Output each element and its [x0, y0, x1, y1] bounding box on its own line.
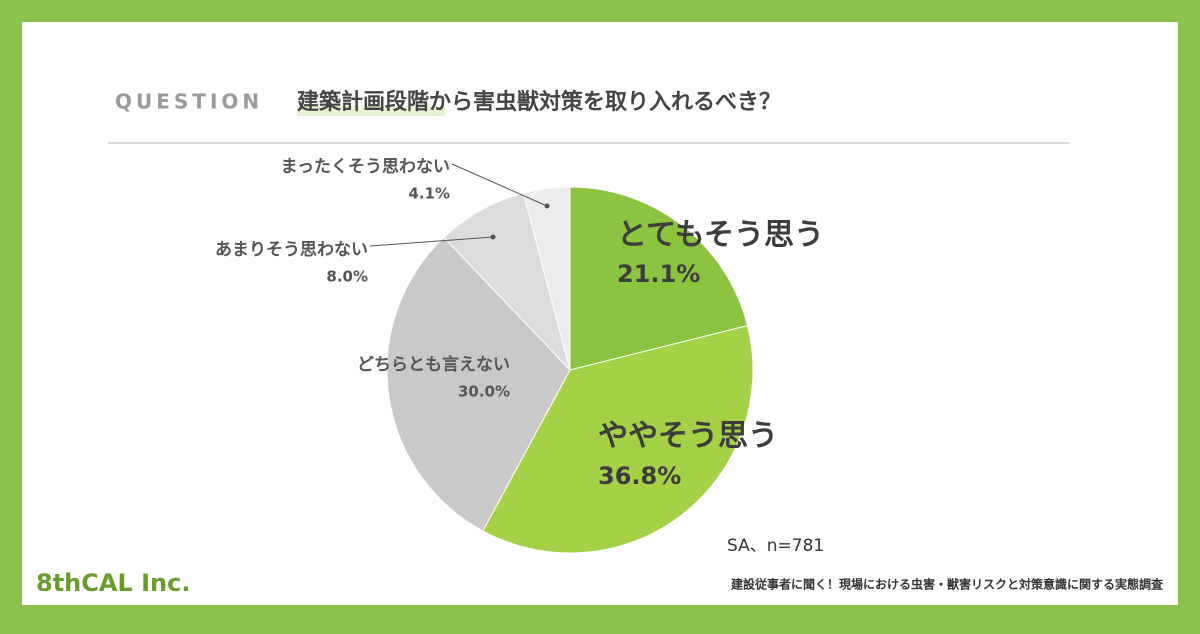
- slice-label: どちらとも言えない: [357, 354, 510, 375]
- value-label: 30.0%: [458, 383, 510, 401]
- pie-slice: [569, 186, 749, 371]
- brand: 8thCAL Inc.: [36, 569, 190, 597]
- footer: 建設従事者に聞く！現場における虫害・獣害リスクと対策意識に関する実態調査: [730, 577, 1164, 592]
- leader-dot: [490, 234, 496, 240]
- leader-dot: [544, 203, 550, 209]
- pie-slice: [482, 324, 754, 554]
- pie-slice: [386, 236, 571, 532]
- slice-label: まったくそう思わない: [281, 157, 450, 177]
- highlight: [297, 106, 445, 116]
- pie-slice: [443, 192, 571, 371]
- kicker: QUESTION: [115, 90, 263, 114]
- value-label: 21.1%: [617, 260, 700, 288]
- slice-label: とてもそう思う: [617, 218, 824, 253]
- value-label: 8.0%: [326, 268, 368, 286]
- leader-line: [451, 163, 548, 207]
- leader-line: [369, 236, 494, 247]
- note: SA、n=781: [727, 536, 824, 556]
- value-label: 36.8%: [598, 462, 681, 490]
- pie-slice: [522, 186, 571, 371]
- value-label: 4.1%: [408, 185, 450, 203]
- chart-title: 建築計画段階から害虫獣対策を取り入れるべき？: [297, 89, 781, 115]
- slice-label: あまりそう思わない: [215, 240, 368, 260]
- slice-label: ややそう思う: [598, 419, 778, 454]
- pie: [386, 186, 754, 554]
